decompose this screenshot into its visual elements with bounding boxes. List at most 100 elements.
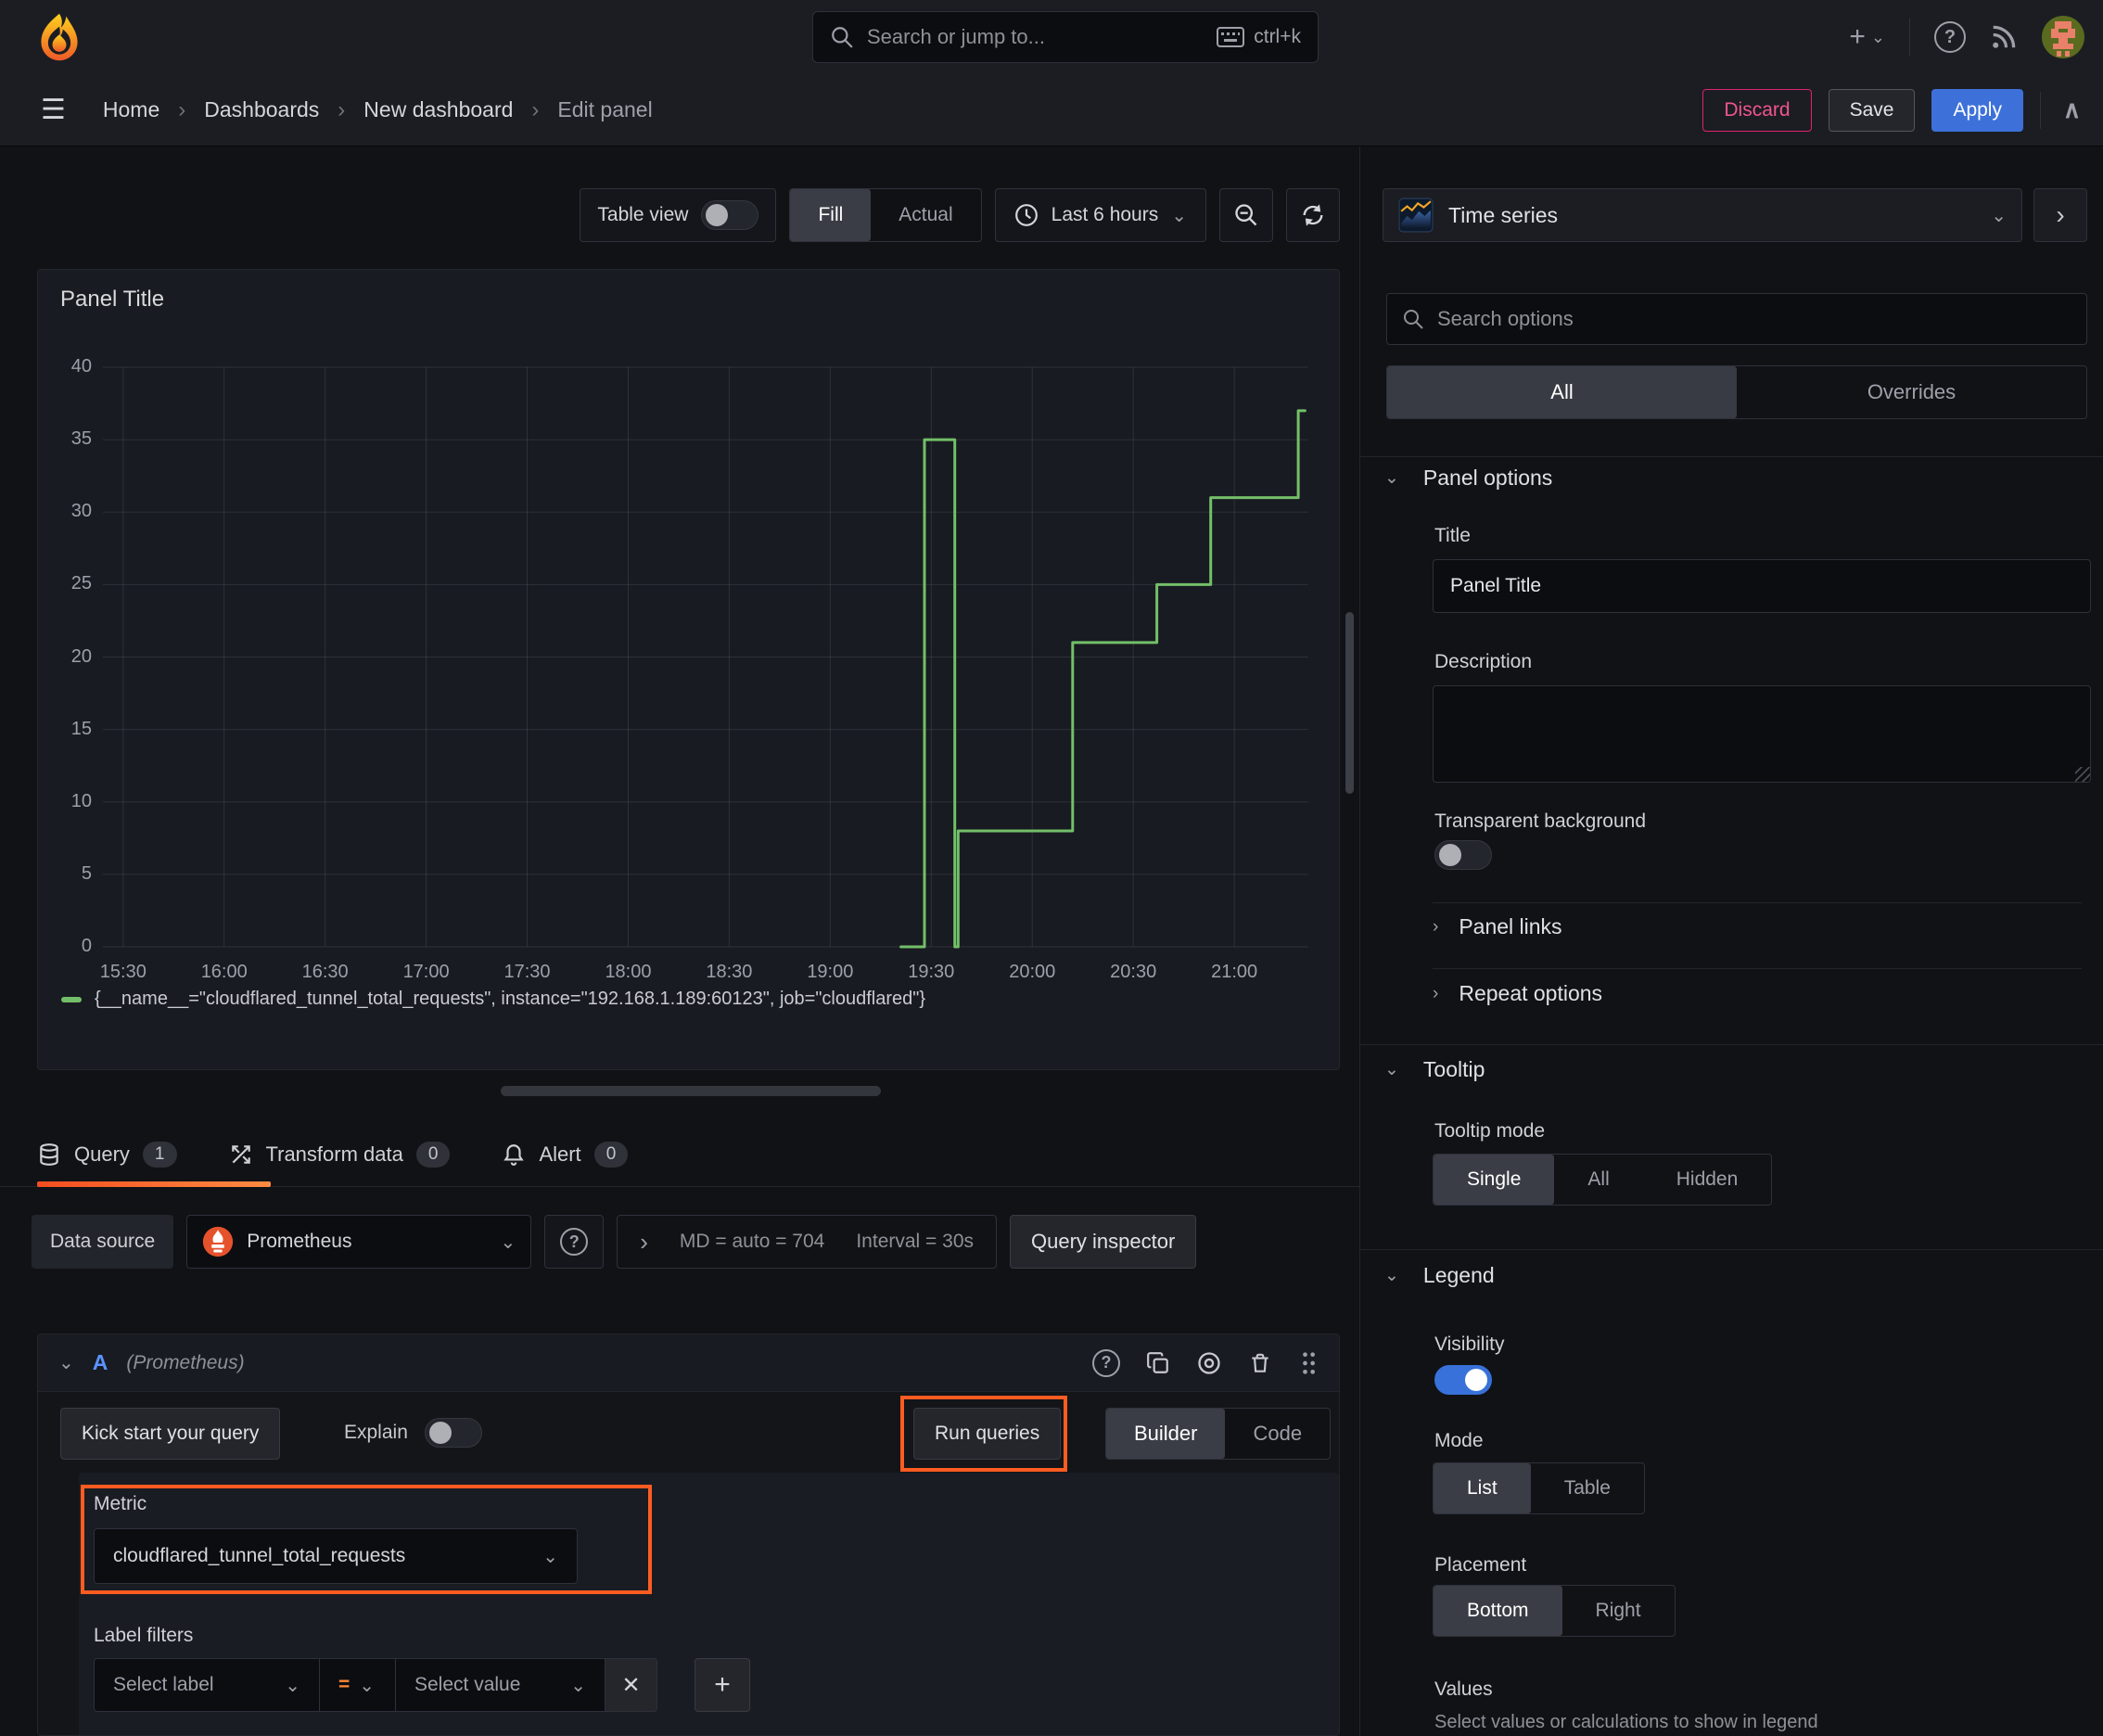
fill-option[interactable]: Fill <box>790 189 872 241</box>
time-range-picker[interactable]: Last 6 hours ⌄ <box>994 188 1206 242</box>
interval-text: Interval = 30s <box>856 1231 974 1252</box>
section-panel-links[interactable]: › Panel links <box>1433 914 1562 938</box>
transparent-background-toggle[interactable] <box>1434 840 1492 870</box>
query-inspector-button[interactable]: Query inspector <box>1010 1215 1197 1269</box>
transform-count-badge: 0 <box>415 1141 451 1168</box>
section-repeat-options[interactable]: › Repeat options <box>1433 981 1603 1005</box>
options-search-input[interactable]: Search options <box>1386 293 2087 345</box>
query-a-header[interactable]: ⌄ A (Prometheus) ? <box>38 1334 1339 1392</box>
chevron-right-icon: › <box>1433 983 1439 1003</box>
alert-count-badge: 0 <box>593 1141 629 1168</box>
query-help-icon[interactable]: ? <box>1092 1348 1120 1377</box>
legend-table-option[interactable]: Table <box>1563 1477 1611 1499</box>
chevron-down-icon: ⌄ <box>542 1546 558 1567</box>
x-tick-label: 15:30 <box>99 962 147 982</box>
panel-title-input[interactable]: Panel Title <box>1433 559 2091 613</box>
y-tick-label: 15 <box>70 718 92 739</box>
panel-toolbar: Table view Fill Actual Last 6 hours ⌄ <box>580 188 1340 242</box>
builder-option[interactable]: Builder <box>1106 1409 1226 1459</box>
panel-description-textarea[interactable] <box>1433 685 2091 783</box>
zoom-out-button[interactable] <box>1219 188 1273 242</box>
database-icon <box>40 1142 58 1166</box>
x-tick-label: 20:00 <box>1009 962 1056 982</box>
metric-select[interactable]: cloudflared_tunnel_total_requests ⌄ <box>94 1528 578 1584</box>
y-tick-label: 5 <box>81 862 92 884</box>
timeseries-chart <box>103 366 1308 949</box>
explain-toggle[interactable] <box>424 1418 482 1448</box>
menu-toggle-icon[interactable]: ☰ <box>41 95 66 125</box>
kick-start-query-button[interactable]: Kick start your query <box>60 1408 281 1460</box>
toggle-viz-pane-button[interactable]: › <box>2033 188 2087 242</box>
refresh-button[interactable] <box>1286 188 1340 242</box>
legend-series-label[interactable]: {__name__="cloudflared_tunnel_total_requ… <box>95 989 926 1009</box>
breadcrumb-home[interactable]: Home <box>102 97 160 121</box>
tab-transform-data[interactable]: Transform data 0 <box>229 1141 451 1168</box>
chevron-down-icon: ⌄ <box>359 1675 376 1696</box>
section-tooltip[interactable]: ⌄ Tooltip <box>1384 1057 1485 1081</box>
chevron-down-icon: ⌄ <box>1384 1060 1399 1079</box>
chevron-right-icon: › <box>178 96 186 122</box>
section-legend[interactable]: ⌄ Legend <box>1384 1263 1495 1287</box>
divider <box>2039 91 2041 129</box>
y-tick-label: 30 <box>70 501 92 522</box>
datasource-help-button[interactable]: ? <box>544 1215 605 1269</box>
placement-right-option[interactable]: Right <box>1595 1600 1641 1621</box>
chevron-right-icon: › <box>1433 916 1439 937</box>
filter-value-select[interactable]: Select value ⌄ <box>396 1658 605 1712</box>
legend-values-label: Values <box>1434 1679 1493 1700</box>
query-options-summary[interactable]: › MD = auto = 704 Interval = 30s <box>617 1215 997 1269</box>
duplicate-query-icon[interactable] <box>1146 1351 1170 1375</box>
x-tick-label: 20:30 <box>1110 962 1157 982</box>
tooltip-hidden-option[interactable]: Hidden <box>1676 1168 1739 1190</box>
discard-button[interactable]: Discard <box>1702 88 1812 132</box>
search-shortcut: ctrl+k <box>1217 26 1301 48</box>
filter-operator-select[interactable]: = ⌄ <box>320 1658 396 1712</box>
table-view-toggle[interactable] <box>701 200 759 230</box>
actual-option[interactable]: Actual <box>899 204 953 225</box>
visualization-picker[interactable]: Time series ⌄ <box>1383 188 2022 242</box>
filter-label-select[interactable]: Select label ⌄ <box>94 1658 320 1712</box>
chevron-down-icon: ⌄ <box>1384 1266 1399 1285</box>
placement-bottom-option[interactable]: Bottom <box>1434 1586 1562 1636</box>
disable-query-eye-icon[interactable] <box>1196 1350 1222 1376</box>
help-button[interactable]: ? <box>1934 21 1966 53</box>
drag-handle-icon[interactable] <box>1298 1350 1319 1376</box>
time-range-label: Last 6 hours <box>1051 204 1159 225</box>
add-filter-button[interactable]: + <box>695 1658 750 1712</box>
y-tick-label: 0 <box>81 936 92 956</box>
tab-alert[interactable]: Alert 0 <box>502 1141 629 1168</box>
chart-legend[interactable]: {__name__="cloudflared_tunnel_total_requ… <box>61 989 925 1010</box>
delete-query-trash-icon[interactable] <box>1248 1351 1272 1375</box>
chart-plot-area[interactable]: 0 5 10 15 20 25 30 35 40 15:30 16:00 16:30 17:00 17:… <box>71 356 1308 982</box>
save-button[interactable]: Save <box>1828 88 1916 132</box>
datasource-picker[interactable]: Prometheus ⌄ <box>186 1215 532 1269</box>
user-avatar[interactable] <box>2042 16 2084 58</box>
vertical-scrollbar[interactable] <box>1345 612 1354 794</box>
global-search-input[interactable]: Search or jump to... ctrl+k <box>812 11 1319 63</box>
run-queries-button[interactable]: Run queries <box>913 1408 1062 1460</box>
breadcrumb-new-dashboard[interactable]: New dashboard <box>363 97 514 121</box>
explain-label: Explain <box>344 1422 408 1443</box>
grafana-logo-icon[interactable] <box>33 11 85 63</box>
news-rss-button[interactable] <box>1990 23 2018 51</box>
code-option[interactable]: Code <box>1253 1422 1303 1445</box>
active-tab-indicator <box>37 1181 271 1187</box>
tooltip-all-option[interactable]: All <box>1587 1168 1610 1190</box>
section-panel-options[interactable]: ⌄ Panel options <box>1384 466 1553 490</box>
tab-query[interactable]: Query 1 <box>37 1141 177 1168</box>
apply-button[interactable]: Apply <box>1931 88 2023 132</box>
tab-all[interactable]: All <box>1387 366 1737 418</box>
breadcrumb-dashboards[interactable]: Dashboards <box>204 97 320 121</box>
remove-filter-button[interactable]: ✕ <box>605 1658 657 1712</box>
chevron-down-icon[interactable]: ⌄ <box>58 1353 74 1373</box>
tab-overrides[interactable]: Overrides <box>1867 380 1956 403</box>
datasource-label: Data source <box>32 1215 174 1269</box>
legend-list-option[interactable]: List <box>1434 1463 1531 1513</box>
collapse-header-icon[interactable]: ∧ <box>2062 96 2081 123</box>
tooltip-single-option[interactable]: Single <box>1434 1155 1555 1205</box>
builder-code-switch: Builder Code <box>1105 1408 1332 1460</box>
legend-visibility-toggle[interactable] <box>1434 1365 1492 1395</box>
add-new-button[interactable]: + ⌄ <box>1849 21 1885 52</box>
title-label: Title <box>1434 525 1471 546</box>
panel-resize-handle[interactable] <box>501 1086 881 1096</box>
